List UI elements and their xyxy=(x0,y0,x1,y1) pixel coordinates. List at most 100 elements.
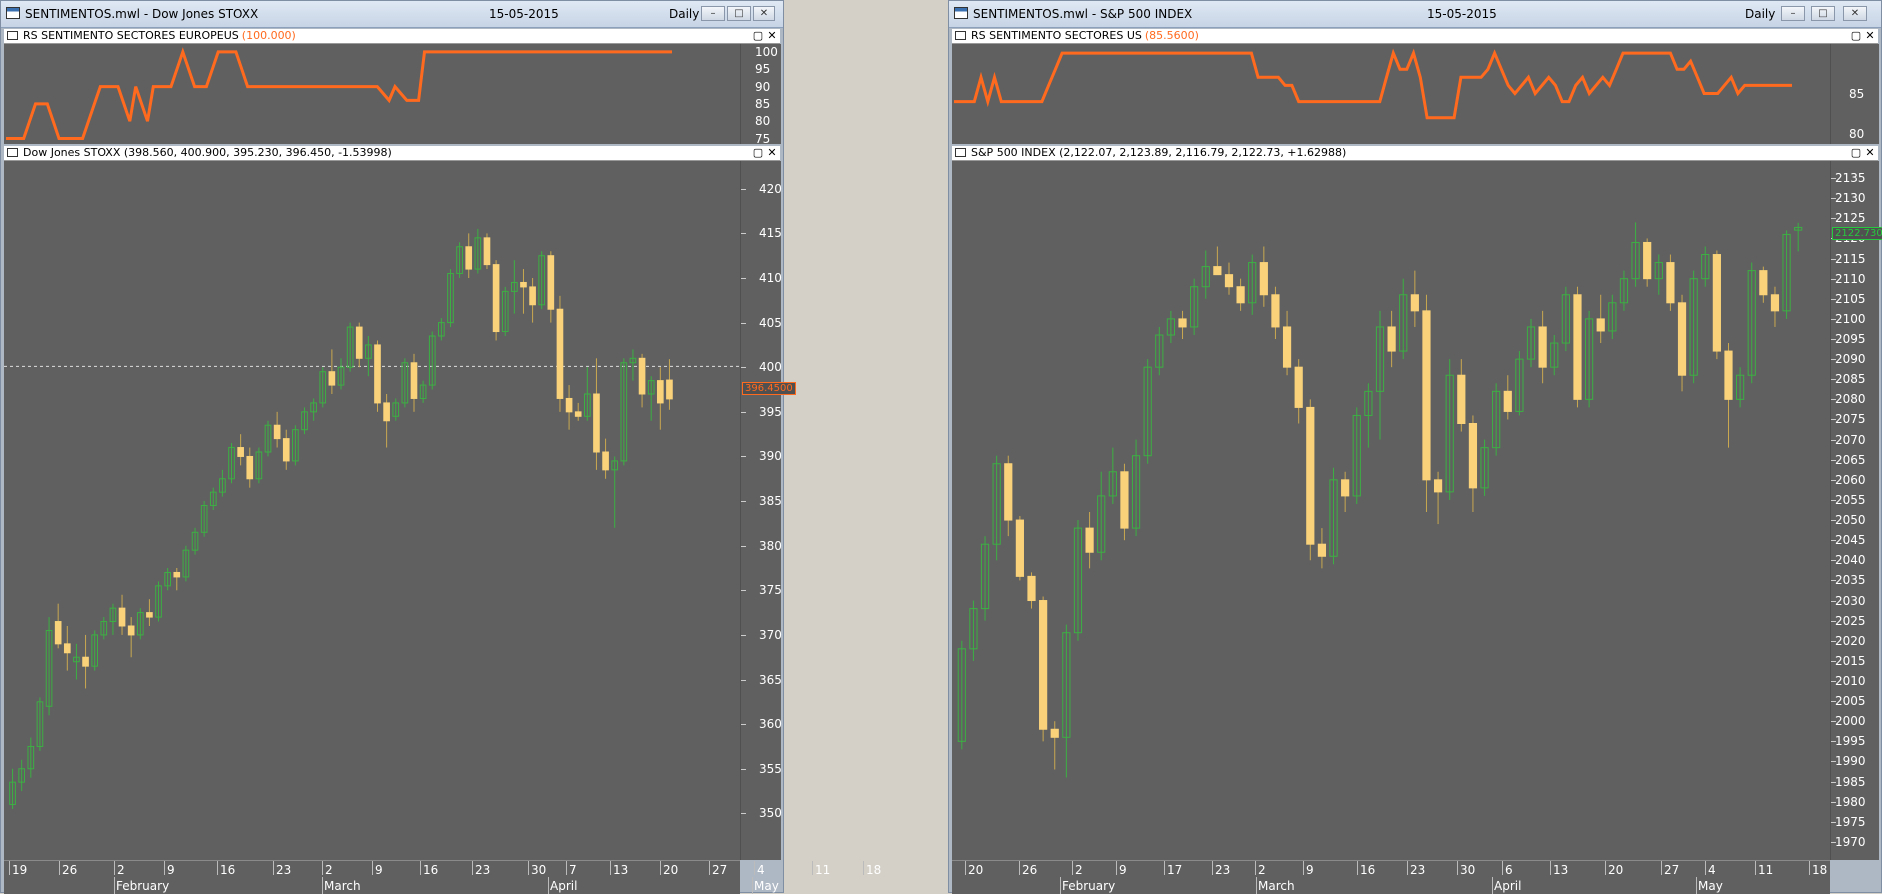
candle xyxy=(638,353,646,408)
candle xyxy=(1108,447,1117,504)
maximize-button[interactable]: □ xyxy=(1811,6,1835,21)
sentiment-y-axis[interactable]: 85 80 xyxy=(1830,44,1879,144)
x-day-label: 9 xyxy=(1119,863,1127,877)
candle-body xyxy=(136,612,144,636)
candle xyxy=(1526,318,1536,368)
candle-body xyxy=(1445,374,1454,493)
candle xyxy=(1050,721,1059,770)
sentiment-panel-header[interactable]: RS SENTIMENTO SECTORES EUROPEUS (100.000)… xyxy=(4,29,780,44)
y-tick-label: 405 xyxy=(759,315,782,330)
candle-body xyxy=(492,264,500,333)
candle-body xyxy=(63,643,71,654)
window-date: 15-05-2015 xyxy=(489,7,559,21)
sentiment-panel[interactable]: RS SENTIMENTO SECTORES US (85.5600) ▢ ✕ 85 80 xyxy=(952,29,1879,144)
y-tick-label: 2095 xyxy=(1835,332,1866,347)
window-period[interactable]: Daily xyxy=(669,7,700,21)
panel-close-icon[interactable]: ✕ xyxy=(1865,146,1875,159)
x-day-label: 30 xyxy=(1460,863,1476,877)
candle xyxy=(1166,310,1176,344)
maximize-button[interactable]: □ xyxy=(727,6,751,21)
panel-close-icon[interactable]: ✕ xyxy=(767,146,777,159)
price-y-axis[interactable]: 2135213021252120211521102105210020952090… xyxy=(1830,161,1882,860)
close-button[interactable]: ✕ xyxy=(1843,6,1867,21)
candle xyxy=(1201,250,1210,299)
price-panel-header[interactable]: Dow Jones STOXX (398.560, 400.900, 395.2… xyxy=(4,146,780,161)
minimize-button[interactable]: – xyxy=(1781,6,1805,21)
y-tick-mark xyxy=(1831,781,1836,783)
x-axis[interactable]: 20 26 2 9 17 23 2 9 16 23 30 6 13 20 27 4 11 18 February Ma… xyxy=(952,860,1830,894)
candle-body xyxy=(273,424,281,440)
candle-body xyxy=(980,543,990,610)
candle-body xyxy=(992,463,1001,545)
candle xyxy=(1573,286,1582,408)
x-tick-mark xyxy=(812,861,813,875)
candle-body xyxy=(1085,527,1094,553)
price-panel-header[interactable]: S&P 500 INDEX (2,122.07, 2,123.89, 2,116… xyxy=(952,146,1878,161)
y-tick-label: 395 xyxy=(759,404,782,419)
y-tick-label: 375 xyxy=(759,583,782,598)
y-tick-label: 2125 xyxy=(1835,211,1866,226)
window-titlebar[interactable]: SENTIMENTOS.mwl - S&P 500 INDEX 15-05-20… xyxy=(949,1,1881,28)
panel-maximize-icon[interactable]: ▢ xyxy=(1850,29,1862,42)
candle xyxy=(383,394,390,448)
candle xyxy=(1538,310,1547,384)
candle-body xyxy=(146,612,153,618)
x-day-label: 16 xyxy=(220,863,236,877)
candle xyxy=(91,630,98,671)
sentiment-panel[interactable]: RS SENTIMENTO SECTORES EUROPEUS (100.000)… xyxy=(4,29,781,146)
close-button[interactable]: ✕ xyxy=(753,6,775,21)
price-y-axis[interactable]: 420 415 410 405 400 395 390 385 380 375 370 365 360 3… xyxy=(740,161,796,860)
candle-body xyxy=(27,745,35,770)
x-tick-mark xyxy=(1550,861,1551,875)
y-tick-label: 100 xyxy=(755,44,778,59)
candle xyxy=(355,322,363,368)
candle xyxy=(310,398,317,421)
y-tick-label: 410 xyxy=(759,271,782,285)
y-tick-label: 360 xyxy=(759,717,782,732)
candle xyxy=(957,640,966,750)
sentiment-y-axis[interactable]: 100 95 90 85 80 75 xyxy=(740,44,781,146)
candle-body xyxy=(1236,286,1245,304)
y-tick-mark xyxy=(1831,721,1836,723)
panel-close-icon[interactable]: ✕ xyxy=(767,29,777,42)
panel-maximize-icon[interactable]: ▢ xyxy=(1850,146,1862,159)
candle-body xyxy=(1422,310,1431,481)
candle xyxy=(1701,246,1710,287)
candle-body xyxy=(1050,728,1059,738)
panel-close-icon[interactable]: ✕ xyxy=(1865,29,1875,42)
candlestick-chart xyxy=(4,228,740,809)
candle-body xyxy=(1480,447,1489,489)
y-tick-mark xyxy=(1831,600,1836,602)
candle-body xyxy=(100,621,108,636)
candle-body xyxy=(1364,390,1373,416)
y-tick-mark xyxy=(741,590,746,592)
candle-body xyxy=(1131,455,1141,529)
panel-maximize-icon[interactable]: ▢ xyxy=(752,146,764,159)
panel-maximize-icon[interactable]: ▢ xyxy=(752,29,764,42)
window-titlebar[interactable]: SENTIMENTOS.mwl - Dow Jones STOXX 15-05-… xyxy=(1,1,783,28)
candlestick-chart xyxy=(957,222,1803,778)
candle xyxy=(1015,516,1024,581)
x-day-label: 13 xyxy=(1553,863,1569,877)
x-day-label: 2 xyxy=(325,863,333,877)
candle-body xyxy=(529,286,536,306)
candle xyxy=(1039,596,1048,742)
y-tick-label: 2020 xyxy=(1835,633,1866,648)
y-tick-label: 2000 xyxy=(1835,714,1866,729)
candle-body xyxy=(1561,294,1570,344)
x-day-label: 27 xyxy=(1664,863,1680,877)
y-tick-mark xyxy=(1831,359,1836,361)
x-axis[interactable]: 19 26 2 9 16 23 2 9 16 23 30 7 13 20 27 4 11 18 February Ma… xyxy=(4,860,881,894)
candle-body xyxy=(656,380,664,404)
price-panel[interactable]: Dow Jones STOXX (398.560, 400.900, 395.2… xyxy=(4,146,796,860)
x-day-label: 26 xyxy=(62,863,78,877)
sentiment-panel-header[interactable]: RS SENTIMENTO SECTORES US (85.5600) ▢ ✕ xyxy=(952,29,1878,44)
window-period[interactable]: Daily xyxy=(1745,7,1776,21)
candle-body xyxy=(556,308,564,399)
sentiment-line xyxy=(6,47,672,140)
candle xyxy=(173,568,181,591)
price-panel[interactable]: S&P 500 INDEX (2,122.07, 2,123.89, 2,116… xyxy=(952,146,1882,860)
x-day-label: 9 xyxy=(167,863,175,877)
minimize-button[interactable]: – xyxy=(701,6,725,21)
y-tick-mark xyxy=(741,456,746,458)
